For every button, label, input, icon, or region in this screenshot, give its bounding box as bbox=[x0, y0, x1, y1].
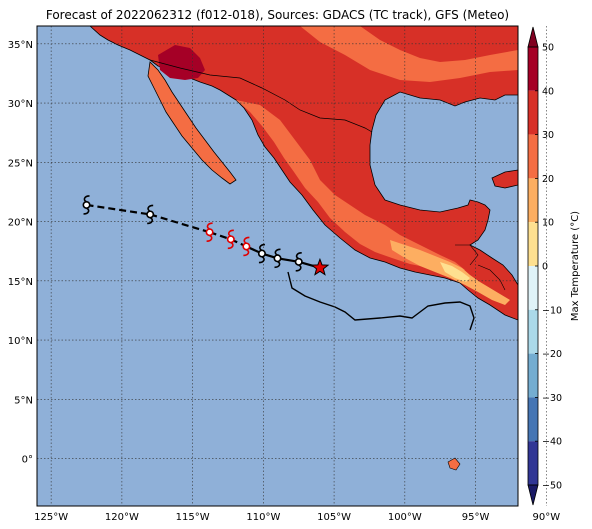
cyclone-icon bbox=[146, 204, 155, 225]
cyclone-icon bbox=[294, 252, 303, 272]
colorbar-tick-label: 30 bbox=[542, 130, 554, 141]
lat-tick-label: 15°N bbox=[8, 277, 33, 288]
cyclone-icon bbox=[226, 229, 235, 250]
land-caribbean bbox=[491, 169, 518, 189]
colorbar-tick-label: 10 bbox=[542, 218, 554, 229]
current-position-star-icon bbox=[310, 257, 330, 276]
colorbar-segment bbox=[528, 47, 538, 91]
colorbar-extend-bottom bbox=[527, 484, 539, 506]
lon-tick-label: 105°W bbox=[317, 512, 351, 523]
lon-tick-label: 100°W bbox=[388, 512, 422, 523]
border-central-america bbox=[455, 244, 506, 291]
lon-tick-label: 115°W bbox=[176, 512, 210, 523]
lat-tick-label: 10°N bbox=[8, 336, 33, 347]
storm-track bbox=[82, 195, 330, 276]
lat-tick-label: 0° bbox=[22, 455, 33, 466]
colorbar-label: Max Temperature (°C) bbox=[570, 211, 581, 321]
colorbar-tick-label: −50 bbox=[542, 481, 562, 492]
colorbar-segment bbox=[528, 397, 538, 442]
land-baja-california bbox=[147, 61, 237, 185]
lon-tick-label: 125°W bbox=[34, 512, 68, 523]
colorbar: 50 40 30 20 10 0 −10 −20 −30 −40 −50 Max Temperatur… bbox=[527, 26, 581, 506]
cyclone-icon bbox=[257, 243, 266, 264]
land-cool-zones bbox=[440, 262, 470, 282]
cyclone-icon bbox=[82, 195, 91, 215]
colorbar-segment bbox=[528, 134, 538, 179]
lon-tick-label: 120°W bbox=[105, 512, 139, 523]
colorbar-segment bbox=[528, 353, 538, 398]
colorbar-extend-top bbox=[527, 26, 539, 48]
colorbar-segment bbox=[528, 222, 538, 266]
colorbar-segment bbox=[528, 178, 538, 223]
longitude-labels: 125°W 120°W 115°W 110°W 105°W 100°W 95°W 90°W bbox=[34, 512, 560, 523]
land-masses bbox=[89, 26, 518, 471]
lat-tick-label: 20°N bbox=[8, 218, 33, 229]
lon-tick-label: 95°W bbox=[462, 512, 490, 523]
colorbar-segment bbox=[528, 309, 538, 354]
colorbar-tick-label: −40 bbox=[542, 437, 562, 448]
cyclone-icon bbox=[205, 222, 214, 243]
latitude-labels: 35°N 30°N 25°N 20°N 15°N 10°N 5°N 0° bbox=[8, 40, 33, 466]
graticule bbox=[37, 26, 547, 506]
coastline-south bbox=[287, 271, 475, 331]
cyclone-icon bbox=[242, 236, 251, 257]
lat-tick-label: 25°N bbox=[8, 158, 33, 169]
land-mild-zones bbox=[236, 100, 465, 272]
colorbar-segment bbox=[528, 90, 538, 135]
colorbar-tick-label: 50 bbox=[542, 43, 554, 54]
colorbar-tick-label: 0 bbox=[542, 262, 548, 273]
colorbar-tick-label: −30 bbox=[542, 393, 562, 404]
map-frame bbox=[36, 25, 519, 507]
map-title: Forecast of 2022062312 (f012-018), Sourc… bbox=[45, 8, 510, 22]
colorbar-tick-label: −10 bbox=[542, 305, 562, 316]
colorbar-tick-label: −20 bbox=[542, 349, 562, 360]
lon-tick-label: 90°W bbox=[532, 512, 560, 523]
lat-tick-label: 5°N bbox=[14, 395, 33, 406]
land-mild-north bbox=[300, 26, 518, 82]
colorbar-segment bbox=[528, 441, 538, 485]
lat-tick-label: 30°N bbox=[8, 99, 33, 110]
colorbar-segment bbox=[528, 266, 538, 310]
colorbar-tick-label: 40 bbox=[542, 86, 554, 97]
lon-tick-label: 110°W bbox=[246, 512, 280, 523]
colorbar-tick-label: 20 bbox=[542, 174, 554, 185]
border-us-mexico bbox=[149, 59, 373, 133]
cyclone-icon bbox=[273, 248, 282, 269]
lat-tick-label: 35°N bbox=[8, 40, 33, 51]
